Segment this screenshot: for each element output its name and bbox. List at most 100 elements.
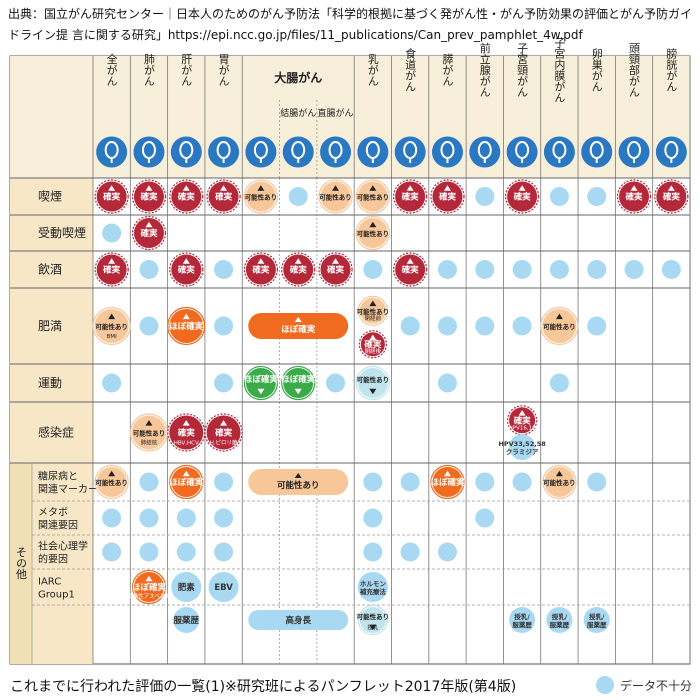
column-label-prostate: 前立腺がん [478,41,491,97]
svg-text:可能性あり: 可能性あり [95,478,128,487]
column-label-liver: 肝がん [180,53,193,86]
cell-社会心理学 的要因-9 [437,542,457,562]
cell-IARC Group1-3: EBV [208,572,239,602]
cell-喫煙-15: 確実 [654,179,689,214]
cell-飲酒-10 [475,260,495,279]
cell-受動喫煙-1: 確実 [131,215,167,251]
cell-飲酒-11 [512,260,532,279]
svg-text:ほぼ確実: ほぼ確実 [132,582,167,593]
svg-text:ほぼ確実: ほぼ確実 [169,321,204,332]
source-citation: 出典：国立がん研究センター｜日本人のためのがん予防法「科学的根拠に基づく発がん性… [8,7,693,42]
cell-社会心理学 的要因-1 [139,542,159,562]
cell-メタボ 関連要因-2 [176,508,196,528]
cell-飲酒-0: 確実 [94,252,129,287]
cell-飲酒-13 [587,260,607,279]
svg-text:服薬歴: 服薬歴 [174,615,200,626]
svg-text:確実: 確実 [363,339,382,350]
svg-text:授乳: 授乳 [367,623,379,631]
cell-肥満-2: ほぼ確実 [167,306,206,346]
cell-運動-6 [326,373,346,393]
svg-text:ほぼ確実: ほぼ確実 [169,477,204,488]
column-label-headneck: 頭頸部がん [628,42,641,97]
svg-text:可能性あり: 可能性あり [319,193,352,202]
body-icon-glyph [104,141,119,163]
svg-text:確実: 確実 [401,265,420,276]
cell--4: 高身長 [248,610,349,630]
cell-飲酒-1 [139,260,159,279]
group-label-band [10,463,32,664]
cell-肥満-11 [512,316,532,336]
column-label-endometrium: 子宮内膜がん [553,37,566,103]
svg-text:授乳/: 授乳/ [552,612,568,621]
svg-text:確実: 確実 [177,428,196,439]
legend-insufficient-swatch [595,676,614,694]
footer-caption: これまでに行われた評価の一覧(1)※研究班によるパンフレット2017年版(第4版… [10,679,517,695]
cell-喫煙-5 [288,187,308,206]
svg-text:ほぼ確実: ほぼ確実 [244,374,279,385]
cell-喫煙-0: 確実 [94,179,129,214]
cell-運動-9 [437,373,457,393]
pancreas-icon-glyph [440,141,455,163]
cell-喫煙-12 [549,187,569,206]
svg-text:EBV: EBV [214,583,233,593]
cell-メタボ 関連要因-3 [214,508,234,528]
uterus-icon [543,136,575,168]
column-label-pancreas: 膵がん [441,53,454,86]
cell-飲酒-15 [661,260,681,279]
esophagus-icon-glyph [403,141,418,163]
cell-糖尿病と 関連マーカー-12: 可能性あり [542,464,577,500]
svg-text:高身長: 高身長 [285,615,311,626]
svg-text:確実: 確実 [326,265,345,276]
legend-insufficient-label: データ不十分 [619,678,692,693]
svg-text:可能性あり: 可能性あり [357,229,390,238]
body-icon [96,136,128,168]
uterus-icon-glyph [552,141,567,163]
svg-text:ほぼ確実: ほぼ確実 [430,477,465,488]
cell-運動-5: ほぼ確実 [281,365,316,401]
cell-糖尿病と 関連マーカー-7 [363,472,383,492]
svg-text:補充療法: 補充療法 [359,587,387,596]
column-label-colorectal: 大腸がん [274,70,322,85]
cell-感染症-3: 確実H.ピロリ菌 [204,413,243,452]
svg-text:確実: 確実 [214,192,233,203]
rectum-icon [320,136,352,168]
svg-text:可能性あり: 可能性あり [543,322,576,331]
svg-text:クラミジア: クラミジア [506,447,539,456]
cell-糖尿病と 関連マーカー-8 [400,472,420,492]
row-label: 社会心理学 [38,540,88,553]
cell-喫煙-13 [587,187,607,206]
cell-社会心理学 的要因-3 [214,542,234,562]
cell-糖尿病と 関連マーカー-1 [139,472,159,492]
cell-肥満-13 [587,316,607,336]
svg-text:ほぼ確実: ほぼ確実 [281,374,316,385]
svg-text:肥素: 肥素 [178,582,196,593]
svg-text:確実: 確実 [102,265,121,276]
cell-社会心理学 的要因-7 [363,542,383,562]
cell-受動喫煙-0 [102,223,122,243]
cell-喫煙-8: 確実 [393,179,428,214]
svg-text:職業性アスベスト: 職業性アスベスト [127,592,171,600]
cell--13: 授乳/服薬歴 [583,607,610,633]
lung-icon-glyph [141,141,156,163]
row-label: 喫煙 [38,190,62,204]
row-label: Group1 [38,590,75,601]
svg-text:確実: 確実 [438,192,457,203]
column-label-stomach: 胃がん [217,53,230,86]
cell-肥満-12: 可能性あり [540,306,579,346]
cell-IARC Group1-7: ホルモン補充療法 [357,572,388,602]
cell-メタボ 関連要因-7 [363,508,383,528]
column-label-all: 全がん [105,52,118,86]
svg-text:確実: 確実 [214,428,233,439]
cell-社会心理学 的要因-8 [400,542,420,562]
cell-飲酒-8: 確実 [393,252,428,287]
svg-text:可能性あり: 可能性あり [543,478,576,487]
row-label: 受動喫煙 [38,226,86,240]
cell-運動-4: ほぼ確実 [243,365,279,401]
cell-受動喫煙-7: 可能性あり [355,215,390,251]
cell--11: 授乳/服薬歴 [509,607,536,633]
head-neck-icon [618,136,650,168]
bladder-icon [655,136,687,168]
